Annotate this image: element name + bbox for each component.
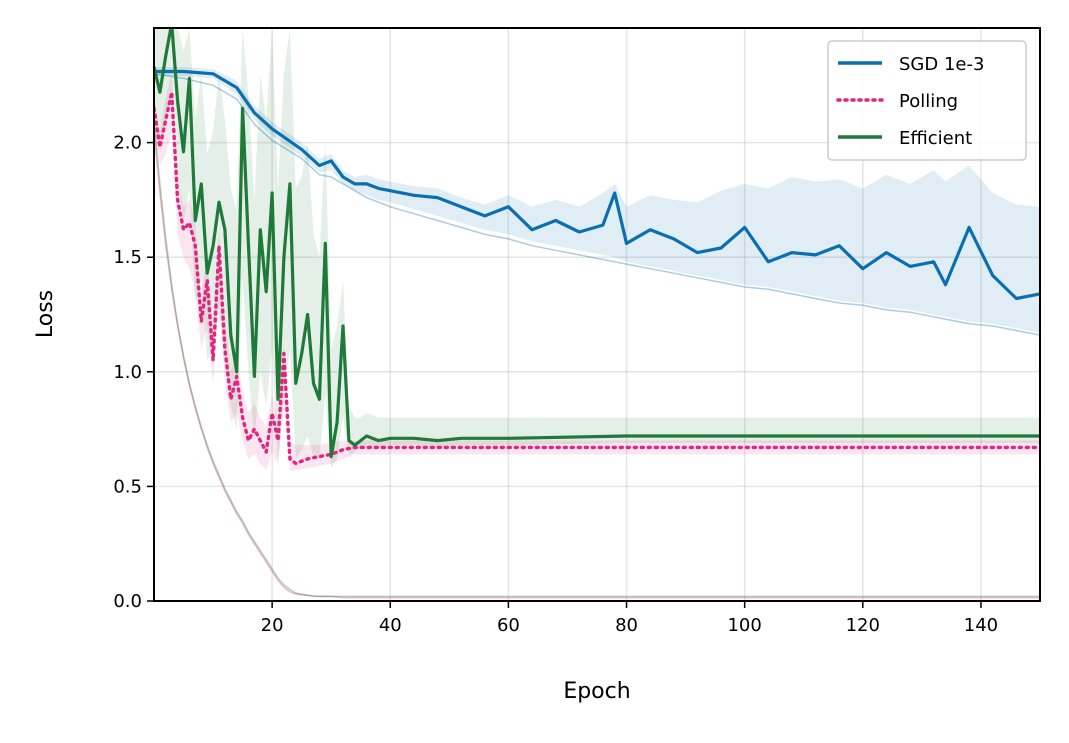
efficient-lower-curve	[154, 119, 1040, 598]
y-tick-label: 0.5	[113, 476, 142, 497]
sgd-band	[154, 67, 1040, 333]
legend: SGD 1e-3 Polling Efficient	[827, 40, 1027, 161]
y-tick-label: 1.5	[113, 247, 142, 268]
legend-box	[827, 40, 1027, 161]
polling-lower-curve	[154, 131, 1040, 599]
series-lines	[154, 28, 1040, 466]
sgd-lower-curve	[154, 73, 1040, 336]
x-tick-label: 40	[379, 615, 402, 636]
polling-line	[154, 90, 1040, 466]
lower-curves	[154, 73, 1040, 599]
x-tick-label: 60	[497, 615, 520, 636]
sgd-line	[154, 69, 1040, 301]
y-tick-label: 0.0	[113, 591, 142, 612]
y-tick-label: 1.0	[113, 362, 142, 383]
x-tick-label: 20	[261, 615, 284, 636]
legend-label-efficient: Efficient	[899, 128, 972, 149]
plot-frame	[153, 27, 1041, 602]
x-tick-label: 100	[727, 615, 761, 636]
confidence-bands	[154, 28, 1040, 471]
efficient-band	[154, 28, 1040, 469]
y-axis-label: Loss	[33, 290, 58, 338]
x-tick-label: 80	[615, 615, 638, 636]
legend-label-sgd: SGD 1e-3	[899, 54, 984, 75]
axis-ticks: 20 40 60 80 100 120 140 0.0 0.5 1.0 1.5 2.0	[113, 133, 998, 636]
x-axis-label: Epoch	[563, 679, 630, 704]
efficient-line	[154, 28, 1040, 459]
x-tick-label: 120	[846, 615, 880, 636]
x-tick-label: 140	[964, 615, 998, 636]
y-tick-label: 2.0	[113, 133, 142, 154]
polling-band	[154, 73, 1040, 471]
legend-label-polling: Polling	[899, 91, 958, 112]
